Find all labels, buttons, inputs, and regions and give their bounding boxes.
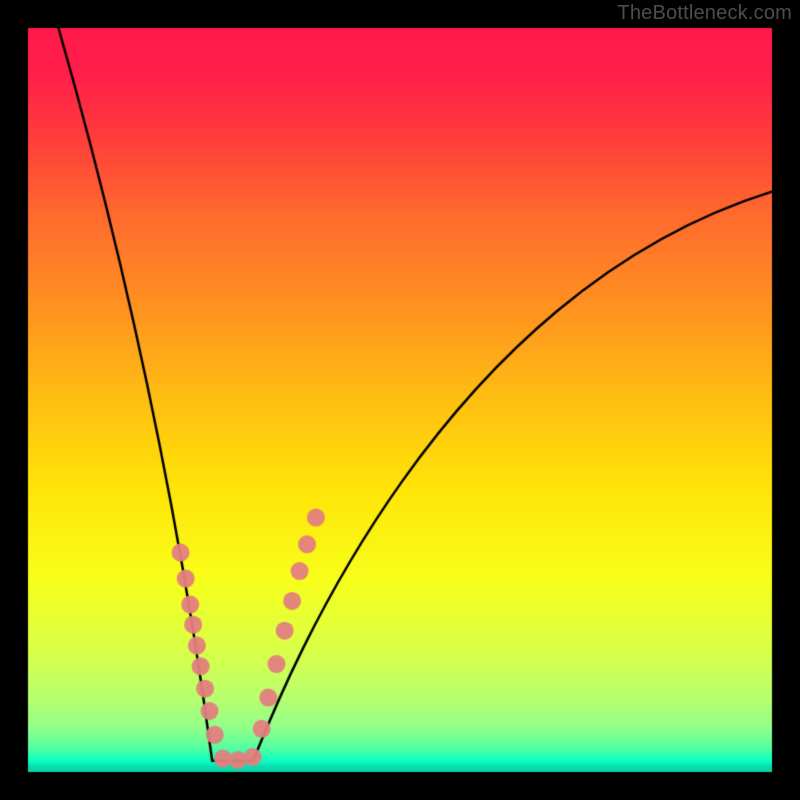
watermark-text: TheBottleneck.com bbox=[617, 2, 792, 25]
bottleneck-chart-canvas bbox=[0, 0, 800, 800]
